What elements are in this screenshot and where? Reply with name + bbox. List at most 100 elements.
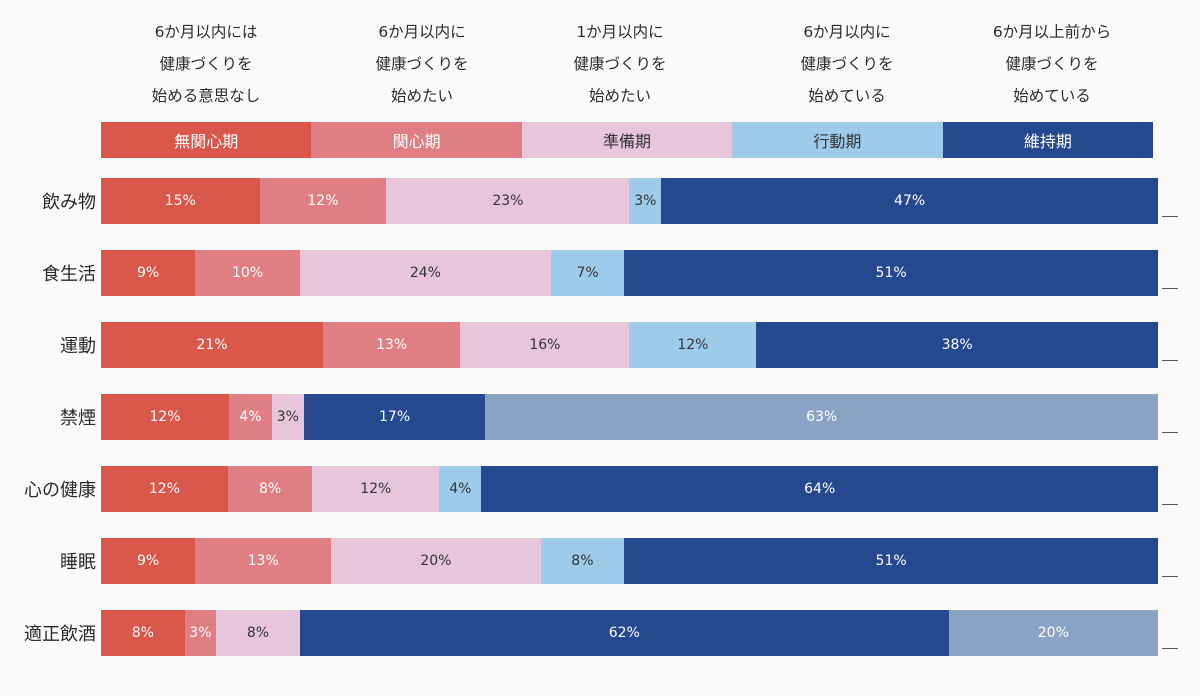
data-label: 20% xyxy=(1037,625,1069,641)
bar-segment: 8% xyxy=(227,466,313,512)
bar-segment: 16% xyxy=(460,322,630,368)
bar-row: 9% 13% 20% 8% 51% xyxy=(101,538,1158,584)
bar-segment: 13% xyxy=(322,322,461,368)
data-label: 8% xyxy=(258,481,282,497)
data-label: 15% xyxy=(164,193,196,209)
data-label: 13% xyxy=(247,553,279,569)
row-label: 禁煙 xyxy=(60,408,96,429)
bar-segment: 4% xyxy=(229,394,272,440)
bar-segment: 3% xyxy=(629,178,662,224)
bar-segment: 24% xyxy=(299,250,551,296)
legend-item-1: 関心期 xyxy=(311,122,522,158)
bar-segment: 23% xyxy=(386,178,630,224)
data-label: 12% xyxy=(307,193,339,209)
data-label: 38% xyxy=(941,337,973,353)
bar-segment: 8% xyxy=(540,538,625,584)
row-tick xyxy=(1162,504,1178,505)
bar-segment: 12% xyxy=(101,394,230,440)
row-tick xyxy=(1162,216,1178,217)
data-label: 51% xyxy=(875,265,907,281)
data-label: 3% xyxy=(276,409,299,425)
row-tick xyxy=(1162,576,1178,577)
data-label: 24% xyxy=(409,265,441,281)
legend-item-2: 準備期 xyxy=(521,122,733,158)
data-label: 47% xyxy=(894,193,926,209)
bar-segment: 9% xyxy=(101,538,196,584)
stage-description-4: 6か月以上前から 健康づくりを 始めている xyxy=(992,23,1112,105)
bar-segment: 9% xyxy=(101,250,196,296)
bar-segment: 21% xyxy=(101,322,323,368)
data-label: 51% xyxy=(875,553,907,569)
bar-segment: 38% xyxy=(756,322,1158,368)
bar-segment: 8% xyxy=(101,610,185,656)
data-label: 9% xyxy=(136,553,160,569)
bar-segment: 7% xyxy=(550,250,625,296)
data-label: 9% xyxy=(136,265,160,281)
bar-segment: 47% xyxy=(661,178,1158,224)
bar-segment: 15% xyxy=(101,178,260,224)
bar-segment: 8% xyxy=(216,610,300,656)
data-label: 8% xyxy=(246,625,270,641)
data-label: 64% xyxy=(804,481,836,497)
bar-segment: 12% xyxy=(629,322,757,368)
data-label: 12% xyxy=(677,337,709,353)
bar-segment: 51% xyxy=(624,538,1158,584)
row-label: 睡眠 xyxy=(60,552,96,573)
row-tick xyxy=(1162,432,1178,433)
bar-row: 8% 3% 8% 62% 20% xyxy=(101,610,1158,656)
data-label: 3% xyxy=(189,625,212,641)
row-label: 適正飲酒 xyxy=(24,624,96,645)
bar-segment: 12% xyxy=(259,178,387,224)
legend-item-0: 無関心期 xyxy=(101,122,312,158)
stage-description-2: 1か月以内に 健康づくりを 始めたい xyxy=(573,23,667,105)
data-label: 10% xyxy=(231,265,264,281)
bar-segment: 51% xyxy=(624,250,1158,296)
data-label: 62% xyxy=(608,625,640,641)
data-label: 7% xyxy=(576,265,599,281)
data-label: 20% xyxy=(420,553,452,569)
data-label: 4% xyxy=(239,409,262,425)
bar-segment: 13% xyxy=(195,538,332,584)
row-tick xyxy=(1162,360,1178,361)
data-label: 21% xyxy=(196,337,228,353)
row-label: 食生活 xyxy=(42,264,96,285)
bar-segment: 17% xyxy=(303,394,486,440)
bar-segment: 12% xyxy=(101,466,228,512)
data-label: 63% xyxy=(806,409,838,425)
data-label: 12% xyxy=(148,481,180,497)
bar-row: 21% 13% 16% 12% 38% xyxy=(101,322,1158,368)
bar-segment: 12% xyxy=(312,466,440,512)
data-label: 23% xyxy=(492,193,524,209)
bar-row: 12% 8% 12% 4% 64% xyxy=(101,466,1158,512)
row-label: 飲み物 xyxy=(42,192,96,213)
data-label: 8% xyxy=(131,625,154,641)
bar-segment: 64% xyxy=(481,466,1158,512)
data-label: 4% xyxy=(449,481,472,497)
bar-segment: 20% xyxy=(331,538,541,584)
data-label: 16% xyxy=(529,337,561,353)
bar-segment: 63% xyxy=(485,394,1158,440)
bar-segment: 20% xyxy=(948,610,1158,656)
bar-row: 9% 10% 24% 7% 51% xyxy=(101,250,1158,296)
data-label: 8% xyxy=(571,553,594,569)
row-tick xyxy=(1162,288,1178,289)
bar-row: 15% 12% 23% 3% 47% xyxy=(101,178,1158,224)
legend-item-4: 維持期 xyxy=(942,122,1154,158)
data-label: 12% xyxy=(149,409,181,425)
stage-description-0: 6か月以内には 健康づくりを 始める意思なし xyxy=(151,23,261,105)
data-label: 13% xyxy=(376,337,408,353)
bar-segment: 62% xyxy=(299,610,949,656)
stage-description-3: 6か月以内に 健康づくりを 始めている xyxy=(800,23,894,105)
data-label: 17% xyxy=(379,409,411,425)
data-label: 3% xyxy=(634,193,657,209)
bar-segment: 4% xyxy=(439,466,482,512)
row-tick xyxy=(1162,648,1178,649)
bar-segment: 3% xyxy=(271,394,304,440)
bar-row: 12% 4% 3% 17% 63% xyxy=(101,394,1158,440)
stage-legend: 無関心期 関心期 準備期 行動期 維持期 xyxy=(101,122,1154,158)
stage-description-1: 6か月以内に 健康づくりを 始めたい xyxy=(375,23,469,105)
data-label: 12% xyxy=(360,481,392,497)
row-label: 運動 xyxy=(60,336,96,357)
bar-segment: 3% xyxy=(184,610,217,656)
row-label: 心の健康 xyxy=(24,480,96,501)
